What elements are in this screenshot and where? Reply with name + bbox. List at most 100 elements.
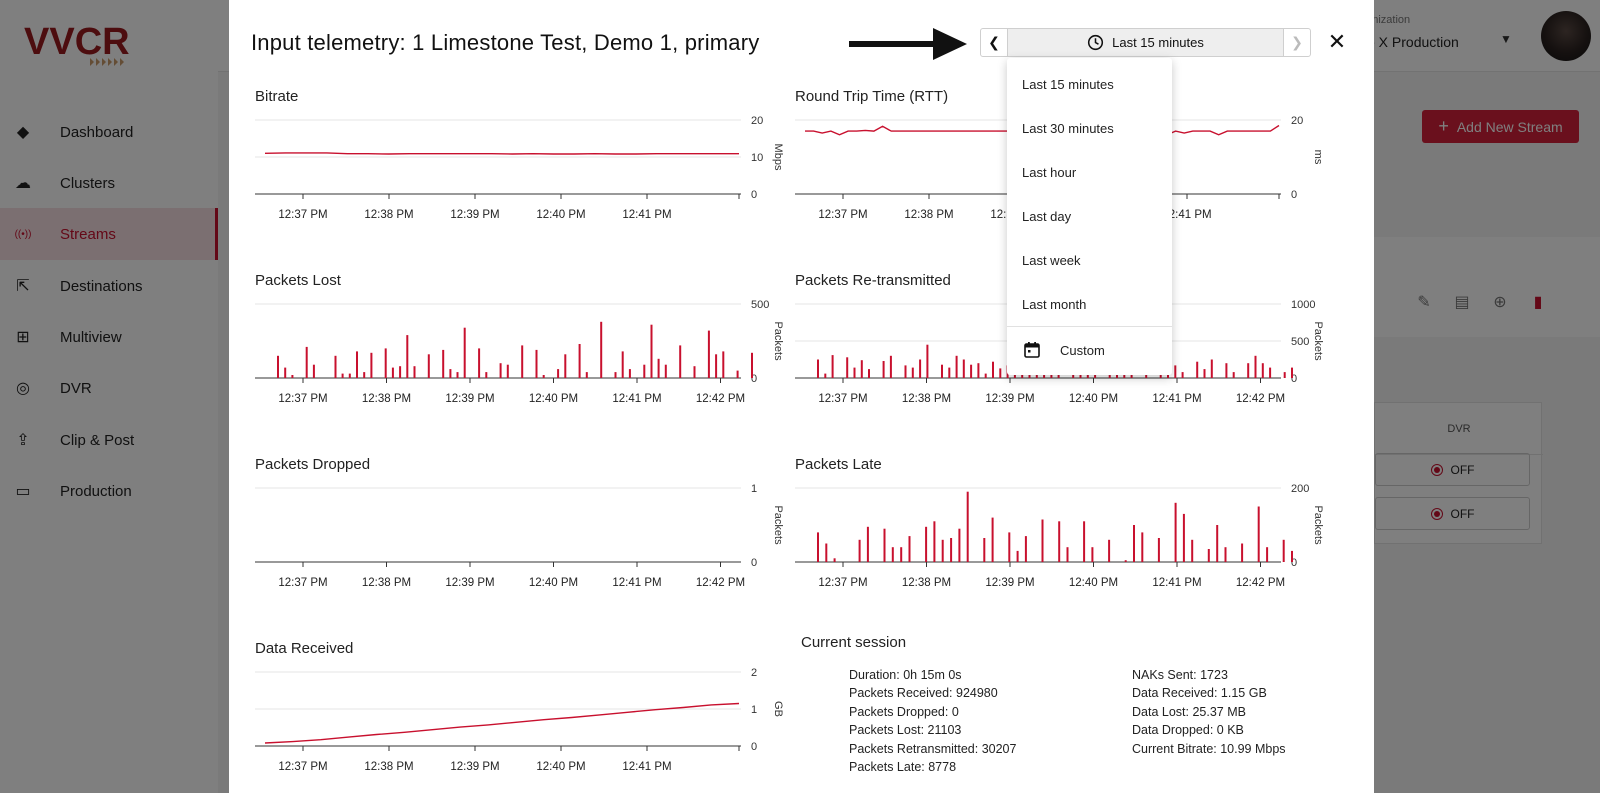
bar (707, 330, 710, 378)
bar (456, 372, 459, 378)
bar (1041, 519, 1044, 562)
bar (889, 355, 892, 378)
x-tick-label: 12:38 PM (902, 577, 951, 589)
chevron-left-icon[interactable]: ❮ (981, 29, 1008, 56)
x-tick-label: 12:37 PM (818, 577, 867, 589)
bar (1016, 550, 1019, 562)
y-tick-label: 200 (1291, 483, 1309, 495)
menu-item-last-day[interactable]: Last day (1007, 194, 1172, 238)
bar (715, 354, 718, 378)
x-tick-label: 12:39 PM (450, 761, 499, 773)
bar (1182, 513, 1185, 562)
menu-item-last-hour[interactable]: Last hour (1007, 150, 1172, 194)
y-tick-label: 20 (1291, 115, 1303, 127)
bar (1207, 549, 1210, 562)
x-tick-label: 12:39 PM (445, 393, 494, 405)
menu-divider (1007, 326, 1172, 327)
y-tick-label: 0 (751, 373, 757, 385)
menu-item-last-30-minutes[interactable]: Last 30 minutes (1007, 106, 1172, 150)
bar (312, 364, 315, 378)
bar (1224, 547, 1227, 562)
close-icon[interactable]: ✕ (1327, 29, 1347, 54)
x-tick-label: 12:37 PM (818, 209, 867, 221)
y-tick-label: 1000 (1291, 299, 1315, 311)
bar (1291, 550, 1293, 562)
x-tick-label: 12:37 PM (278, 209, 327, 221)
y-tick-label: 0 (751, 741, 757, 753)
time-range-label: Last 15 minutes (1112, 35, 1204, 50)
bar (933, 521, 936, 562)
x-tick-label: 12:40 PM (529, 577, 578, 589)
bar (478, 348, 481, 378)
bar (370, 352, 373, 378)
x-tick-label: 12:37 PM (278, 577, 327, 589)
bar (883, 528, 886, 562)
bar (1091, 547, 1094, 562)
bar (1282, 539, 1285, 562)
bar (442, 349, 445, 378)
session-stat: Current Bitrate: 10.99 Mbps (1132, 741, 1286, 756)
x-tick-label: 12:41 PM (622, 761, 671, 773)
bar (1174, 365, 1177, 378)
bar (853, 367, 856, 378)
bar (305, 346, 308, 378)
bar (1241, 543, 1244, 562)
bar (643, 364, 646, 378)
bar (485, 372, 488, 378)
bar (1108, 539, 1111, 562)
menu-item-custom[interactable]: Custom (1007, 328, 1172, 372)
chevron-right-icon[interactable]: ❯ (1283, 29, 1310, 56)
x-tick-label: 12:39 PM (445, 577, 494, 589)
session-stat: Duration: 0h 15m 0s (849, 668, 962, 682)
bar (846, 357, 849, 378)
bar (650, 324, 653, 378)
bar (919, 359, 922, 378)
bar (1266, 547, 1269, 562)
menu-item-label: Last hour (1022, 164, 1077, 180)
bar (1216, 525, 1219, 562)
menu-item-last-month[interactable]: Last month (1007, 282, 1172, 326)
y-axis-label: Packets (1312, 321, 1324, 361)
y-tick-label: 0 (1291, 557, 1297, 569)
bar (506, 364, 509, 378)
x-tick-label: 12:39 PM (985, 577, 1034, 589)
menu-item-label: Last month (1022, 296, 1087, 312)
bar (970, 364, 973, 378)
bar (977, 363, 980, 378)
bar (363, 372, 366, 378)
bar (966, 491, 969, 562)
bar (983, 538, 986, 562)
calendar-icon (1022, 340, 1042, 360)
x-tick-label: 12:40 PM (536, 761, 585, 773)
session-stat: Packets Received: 924980 (849, 686, 998, 701)
bar (1116, 372, 1118, 378)
bar (600, 321, 603, 378)
bar (860, 360, 863, 378)
time-range-select[interactable]: Last 15 minutes (1008, 29, 1283, 56)
clock-icon (1088, 34, 1104, 51)
bar (657, 358, 660, 378)
bar (1283, 372, 1286, 378)
bar (991, 517, 994, 562)
menu-item-last-week[interactable]: Last week (1007, 238, 1172, 282)
bar (291, 375, 294, 378)
x-tick-label: 12:41 PM (612, 393, 661, 405)
bar (449, 369, 452, 378)
bar (1083, 521, 1086, 562)
menu-item-label: Last 15 minutes (1022, 76, 1114, 92)
bar (1257, 506, 1260, 562)
bitrate-chart: 0 10 20 Mbps 12:37 PM 12:38 PM 12:39 PM 12:40 P… (255, 115, 784, 221)
current-session-title: Current session (801, 634, 907, 651)
chart-title: Bitrate (255, 88, 299, 105)
bar (284, 367, 287, 378)
bar (825, 543, 828, 562)
x-tick-label: 12:38 PM (904, 209, 953, 221)
menu-item-last-15-minutes[interactable]: Last 15 minutes (1007, 62, 1172, 106)
bar (585, 372, 588, 378)
bar (614, 372, 617, 378)
x-tick-label: 12:41 PM (1152, 393, 1201, 405)
bar (891, 547, 894, 562)
bar (356, 351, 358, 378)
y-tick-label: 500 (751, 299, 769, 311)
bar (348, 373, 351, 378)
